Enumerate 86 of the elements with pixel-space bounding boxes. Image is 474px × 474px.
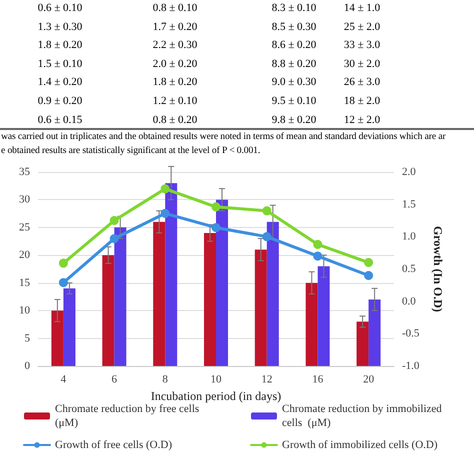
bar	[306, 282, 318, 366]
bar	[204, 232, 216, 366]
text: 26 ± 3.0	[344, 76, 380, 88]
text: 9.5 ± 0.10	[272, 95, 316, 107]
y-tick-label: 25	[19, 221, 30, 234]
y-tick-label: 20	[19, 249, 30, 262]
text: 18 ± 2.0	[344, 95, 380, 107]
point	[364, 258, 374, 268]
y-tick-label: 5	[24, 332, 30, 344]
y2-tick-label: -0.5	[402, 328, 420, 340]
x-axis-title: Incubation period (in days)	[150, 389, 282, 403]
legend-label: Growth of free cells (O.D)	[55, 439, 172, 451]
text: 1.5 ± 0.10	[38, 58, 82, 70]
x-tick-label: 4	[60, 374, 67, 386]
y2-tick-label: 1.0	[402, 230, 416, 243]
point	[313, 240, 322, 249]
point	[160, 208, 170, 218]
text: 9.8 ± 0.20	[272, 114, 316, 126]
text: was carried out in triplicates and the obtained results were noted in terms of mean and standard deviations which are ar	[1, 131, 446, 142]
text: 33 ± 3.0	[344, 39, 380, 52]
y2-tick-label: 0.0	[402, 295, 416, 308]
text: 0.9 ± 0.20	[38, 95, 82, 107]
point	[262, 232, 272, 242]
y2-tick-label: 2.0	[402, 166, 416, 178]
text: 0.8 ± 0.10	[152, 2, 198, 14]
x-tick-label: 12	[261, 374, 272, 386]
text: 8.3 ± 0.10	[272, 2, 316, 14]
point	[364, 270, 374, 280]
text: 1.7 ± 0.20	[152, 20, 198, 33]
bar	[114, 227, 126, 366]
bar	[266, 222, 279, 366]
point	[313, 252, 322, 261]
y-tick-label: 35	[19, 166, 30, 178]
bar	[356, 322, 369, 366]
y2-tick-label: 0.5	[402, 263, 416, 275]
point	[212, 223, 220, 232]
text: 30 ± 2.0	[344, 58, 380, 70]
x-tick-label: 20	[363, 374, 375, 386]
text: 2.0 ± 0.20	[152, 58, 198, 70]
text: 12 ± 2.0	[344, 114, 380, 126]
legend-label: Chromate reduction by free cells (μM)	[55, 403, 202, 429]
y-tick-label: 10	[19, 304, 30, 317]
point	[262, 206, 272, 216]
x-tick-label: 16	[312, 374, 324, 386]
point	[110, 216, 119, 225]
bar	[63, 288, 76, 366]
text: 1.4 ± 0.20	[38, 76, 82, 88]
bar	[165, 183, 178, 366]
y2-axis-title: Growth (In O.D)	[431, 226, 445, 312]
point	[160, 184, 170, 194]
bar	[368, 299, 381, 366]
text: 1.8 ± 0.20	[38, 39, 82, 52]
legend-label: Growth of immobilized cells (O.D)	[282, 439, 438, 451]
text: 1.8 ± 0.20	[152, 76, 198, 88]
x-tick-label: 8	[162, 374, 168, 386]
point	[58, 278, 68, 288]
y2-tick-label: 1.5	[402, 198, 416, 210]
bar	[318, 266, 330, 366]
text: 0.8 ± 0.20	[152, 114, 198, 126]
text: 0.6 ± 0.15	[38, 114, 82, 126]
text: 1.3 ± 0.30	[38, 20, 82, 33]
y-tick-label: 0	[24, 360, 30, 372]
y-tick-label: 30	[19, 194, 30, 206]
text: 8.5 ± 0.30	[272, 20, 316, 33]
point	[110, 234, 119, 244]
text: 9.0 ± 0.30	[272, 76, 316, 88]
legend-label: Chromate reduction by immobilized cells (μM)	[282, 403, 445, 429]
y-tick-label: 15	[19, 276, 30, 289]
bar	[51, 310, 64, 366]
text: 14 ± 1.0	[344, 2, 380, 14]
text: e obtained results are statistically significant at the level of P < 0.001.	[1, 145, 260, 156]
text: 8.6 ± 0.20	[272, 39, 316, 52]
text: 0.6 ± 0.10	[38, 2, 82, 14]
bar	[102, 255, 114, 366]
bar	[254, 250, 267, 366]
bar	[216, 200, 228, 366]
bar	[153, 222, 166, 366]
y2-tick-label: -1.0	[402, 360, 420, 372]
x-tick-label: 6	[112, 374, 118, 386]
text: 2.2 ± 0.30	[152, 39, 198, 52]
text: 8.8 ± 0.20	[272, 58, 316, 70]
point	[212, 202, 220, 212]
point	[58, 258, 68, 268]
text: 25 ± 2.0	[344, 20, 380, 33]
text: 1.2 ± 0.10	[152, 95, 198, 107]
x-tick-label: 10	[210, 374, 222, 386]
